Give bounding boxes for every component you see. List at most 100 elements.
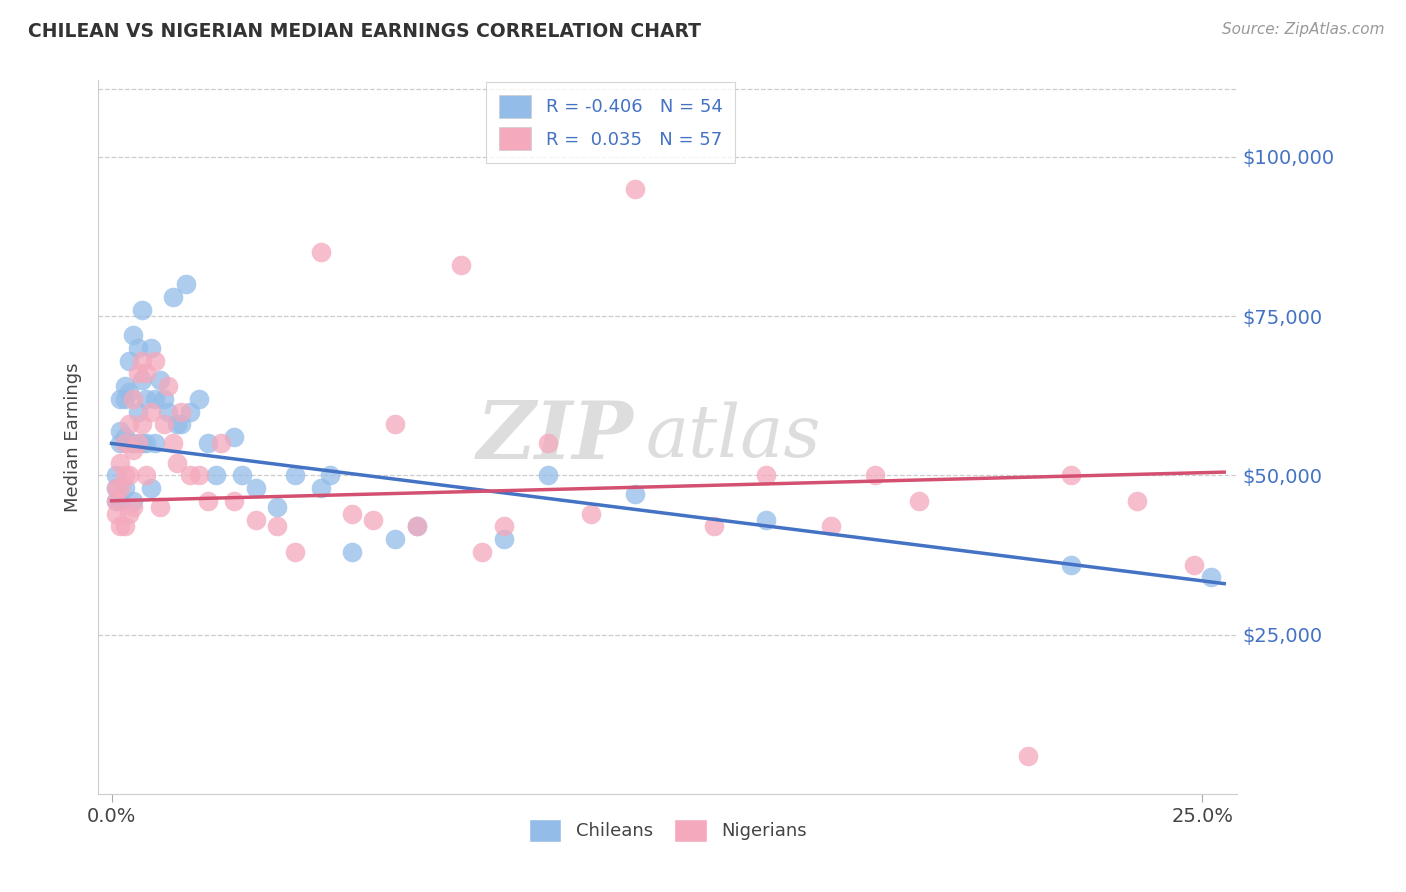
Point xyxy=(135,468,157,483)
Point xyxy=(118,353,141,368)
Point xyxy=(266,519,288,533)
Point xyxy=(118,417,141,432)
Point xyxy=(139,341,162,355)
Point xyxy=(537,468,560,483)
Point xyxy=(110,493,132,508)
Point xyxy=(139,404,162,418)
Point xyxy=(624,181,647,195)
Point xyxy=(110,519,132,533)
Point xyxy=(104,507,127,521)
Point xyxy=(131,436,153,450)
Point xyxy=(166,417,188,432)
Point xyxy=(245,481,267,495)
Point xyxy=(114,481,136,495)
Point xyxy=(703,519,725,533)
Point xyxy=(284,468,307,483)
Point xyxy=(114,430,136,444)
Point xyxy=(1182,558,1205,572)
Point xyxy=(863,468,886,483)
Point xyxy=(143,436,166,450)
Point xyxy=(1060,558,1083,572)
Point xyxy=(131,302,153,317)
Point xyxy=(187,468,209,483)
Point xyxy=(104,468,127,483)
Point xyxy=(104,493,127,508)
Point xyxy=(122,436,145,450)
Point xyxy=(170,417,193,432)
Point xyxy=(266,500,288,515)
Point xyxy=(162,436,184,450)
Point xyxy=(1126,493,1149,508)
Point xyxy=(104,481,127,495)
Point xyxy=(110,392,132,406)
Point xyxy=(143,392,166,406)
Point xyxy=(231,468,253,483)
Point xyxy=(153,417,176,432)
Point xyxy=(153,392,176,406)
Point xyxy=(318,468,340,483)
Point xyxy=(118,468,141,483)
Point xyxy=(104,481,127,495)
Point xyxy=(1060,468,1083,483)
Point xyxy=(450,258,472,272)
Point xyxy=(162,290,184,304)
Point xyxy=(114,519,136,533)
Point xyxy=(110,456,132,470)
Point xyxy=(157,379,180,393)
Point xyxy=(755,513,778,527)
Text: atlas: atlas xyxy=(645,401,821,473)
Legend: Chileans, Nigerians: Chileans, Nigerians xyxy=(522,812,814,849)
Point xyxy=(170,404,193,418)
Point xyxy=(122,442,145,457)
Point xyxy=(122,328,145,343)
Point xyxy=(494,519,516,533)
Point xyxy=(122,493,145,508)
Point xyxy=(127,341,149,355)
Point xyxy=(110,424,132,438)
Point xyxy=(110,436,132,450)
Point xyxy=(205,468,228,483)
Point xyxy=(131,417,153,432)
Point xyxy=(471,545,494,559)
Point xyxy=(148,373,170,387)
Text: CHILEAN VS NIGERIAN MEDIAN EARNINGS CORRELATION CHART: CHILEAN VS NIGERIAN MEDIAN EARNINGS CORR… xyxy=(28,22,702,41)
Point xyxy=(384,417,406,432)
Point xyxy=(114,379,136,393)
Point xyxy=(114,468,136,483)
Point xyxy=(114,392,136,406)
Point xyxy=(222,430,245,444)
Point xyxy=(222,493,245,508)
Point xyxy=(139,481,162,495)
Point xyxy=(135,436,157,450)
Point xyxy=(179,404,201,418)
Point xyxy=(131,353,153,368)
Point xyxy=(406,519,429,533)
Point xyxy=(537,436,560,450)
Point xyxy=(1017,748,1039,763)
Point xyxy=(166,456,188,470)
Point xyxy=(187,392,209,406)
Point xyxy=(127,367,149,381)
Point xyxy=(820,519,842,533)
Y-axis label: Median Earnings: Median Earnings xyxy=(65,362,83,512)
Point xyxy=(363,513,385,527)
Point xyxy=(122,500,145,515)
Point xyxy=(174,277,197,292)
Point xyxy=(581,507,603,521)
Point xyxy=(907,493,929,508)
Point xyxy=(309,481,332,495)
Point xyxy=(179,468,201,483)
Point xyxy=(127,404,149,418)
Point xyxy=(197,493,219,508)
Point xyxy=(131,373,153,387)
Point xyxy=(114,436,136,450)
Point xyxy=(122,392,145,406)
Point xyxy=(494,532,516,546)
Point xyxy=(340,545,363,559)
Point xyxy=(110,481,132,495)
Point xyxy=(157,404,180,418)
Point xyxy=(209,436,232,450)
Point xyxy=(624,487,647,501)
Point xyxy=(284,545,307,559)
Point xyxy=(104,493,127,508)
